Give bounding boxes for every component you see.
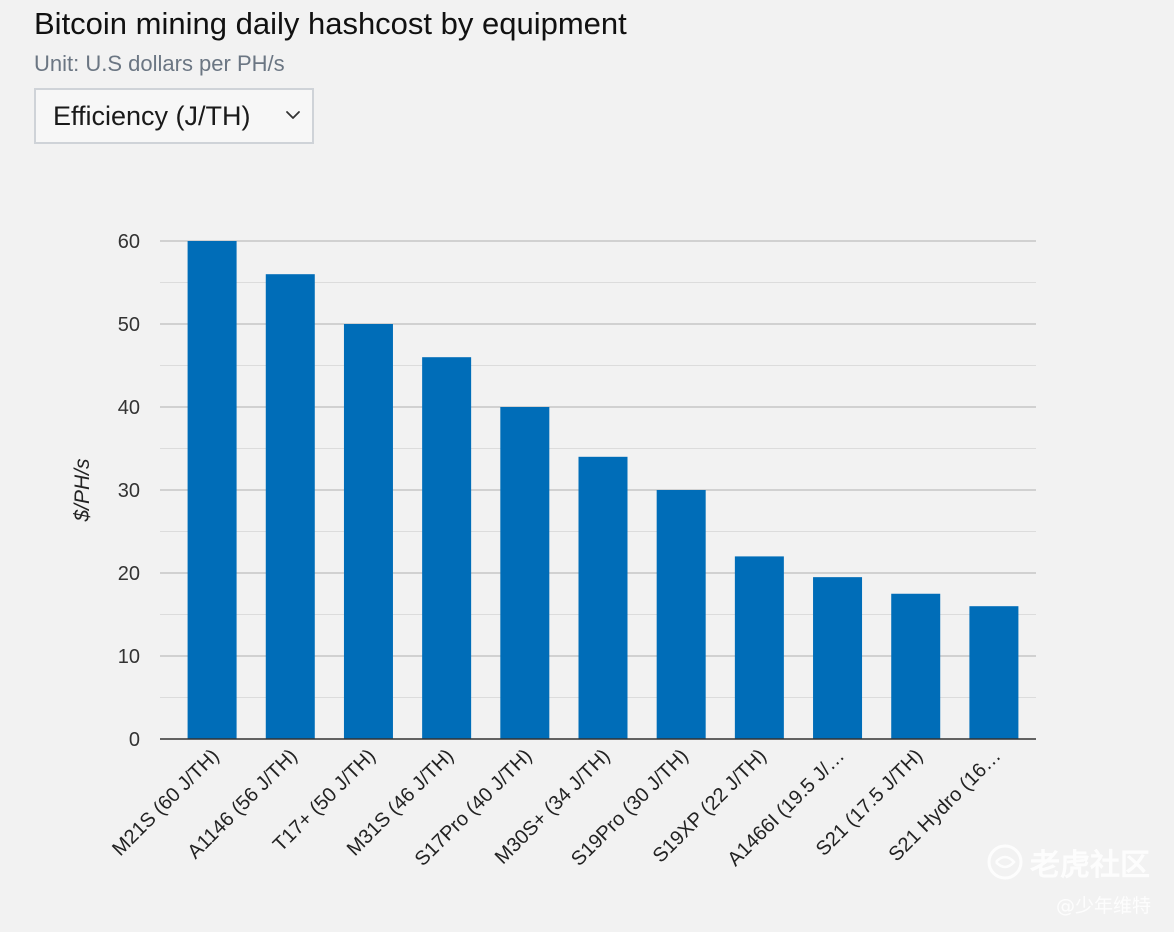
dropdown-selected-value: Efficiency (J/TH) <box>53 100 251 131</box>
bar[interactable] <box>343 324 393 739</box>
y-tick-label: 0 <box>129 729 140 751</box>
bars <box>187 241 1019 739</box>
watermark-brand: 老虎社区 <box>1030 848 1150 883</box>
y-tick-label: 20 <box>118 563 140 585</box>
bar[interactable] <box>265 274 315 739</box>
x-axis-ticks: M21S (60 J/TH)A1146 (56 J/TH)T17+ (50 J/… <box>108 745 1005 871</box>
bar[interactable] <box>734 556 784 739</box>
y-axis-ticks: 0 10 20 30 40 50 60 <box>118 231 140 751</box>
watermark: 老虎社区 @少年维特 <box>987 844 1151 917</box>
chart-title: Bitcoin mining daily hashcost by equipme… <box>34 6 627 41</box>
y-tick-label: 50 <box>118 314 140 336</box>
bar[interactable] <box>969 606 1019 739</box>
bar[interactable] <box>891 593 941 739</box>
bar[interactable] <box>578 456 628 739</box>
y-tick-label: 60 <box>118 231 140 253</box>
efficiency-dropdown[interactable]: Efficiency (J/TH) <box>34 88 314 144</box>
chart-subtitle: Unit: U.S dollars per PH/s <box>34 51 285 76</box>
bar[interactable] <box>656 490 706 739</box>
bar[interactable] <box>422 357 472 739</box>
watermark-author: @少年维特 <box>1056 895 1151 917</box>
bar[interactable] <box>187 241 237 739</box>
y-tick-label: 40 <box>118 397 140 419</box>
y-axis-title: $/PH/s <box>71 458 94 523</box>
y-tick-label: 10 <box>118 646 140 668</box>
tiger-logo-icon <box>987 844 1023 880</box>
bar[interactable] <box>813 577 863 739</box>
bar[interactable] <box>500 407 550 739</box>
chevron-down-icon <box>286 111 300 119</box>
y-tick-label: 30 <box>118 480 140 502</box>
